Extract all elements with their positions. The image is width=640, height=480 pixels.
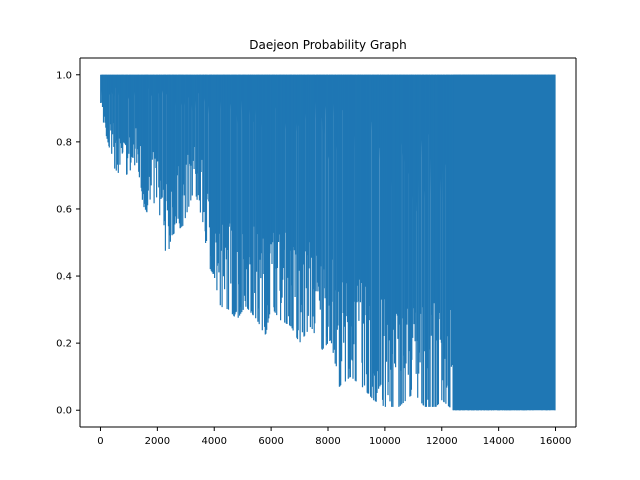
x-tick-label: 2000 <box>145 436 170 447</box>
x-tick-label: 8000 <box>315 436 340 447</box>
x-tick-label: 6000 <box>258 436 283 447</box>
y-tick-label: 0.0 <box>56 406 72 417</box>
y-tick-label: 0.6 <box>56 204 72 215</box>
x-tick-label: 0 <box>97 436 103 447</box>
x-tick-label: 14000 <box>483 436 515 447</box>
plot-area <box>100 74 556 411</box>
y-tick-label: 1.0 <box>56 70 72 81</box>
axes: 0 2000 4000 6000 8000 10000 12000 14000 16000 0.0… <box>56 57 577 447</box>
y-tick-label: 0.8 <box>56 137 72 148</box>
chart-title: Daejeon Probability Graph <box>249 38 407 52</box>
axes-frame <box>79 57 577 428</box>
series-floor <box>453 74 556 411</box>
x-tick-label: 16000 <box>540 436 572 447</box>
x-tick-label: 4000 <box>202 436 227 447</box>
y-tick-label: 0.2 <box>56 339 72 350</box>
x-tick-label: 10000 <box>369 436 401 447</box>
y-tick-label: 0.4 <box>56 272 72 283</box>
x-tick-label: 12000 <box>426 436 458 447</box>
